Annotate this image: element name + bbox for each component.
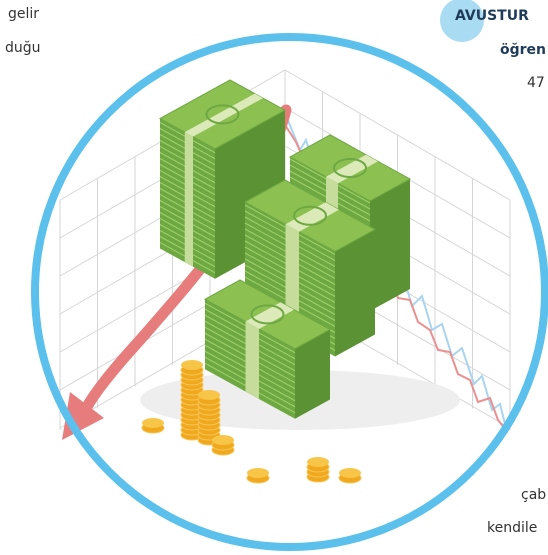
text: 47 xyxy=(527,75,545,91)
coin-top xyxy=(247,468,269,478)
page: gelir duğu AVUSTUR öğren 47 çab kendile xyxy=(0,0,548,555)
subheading: öğren xyxy=(500,42,546,58)
text: duğu xyxy=(5,40,41,56)
band xyxy=(185,132,193,267)
text: gelir xyxy=(8,6,39,22)
illustration xyxy=(0,0,548,555)
heading: AVUSTUR xyxy=(455,8,529,24)
stack-side xyxy=(370,179,410,311)
coin-top xyxy=(339,468,361,478)
coin-top xyxy=(307,457,329,467)
text: kendile xyxy=(487,520,537,536)
coin-top xyxy=(198,390,220,400)
text: çab xyxy=(521,487,546,503)
band xyxy=(246,322,260,399)
coin-top xyxy=(181,360,203,370)
coin-top xyxy=(142,418,164,428)
coin-top xyxy=(212,435,234,445)
